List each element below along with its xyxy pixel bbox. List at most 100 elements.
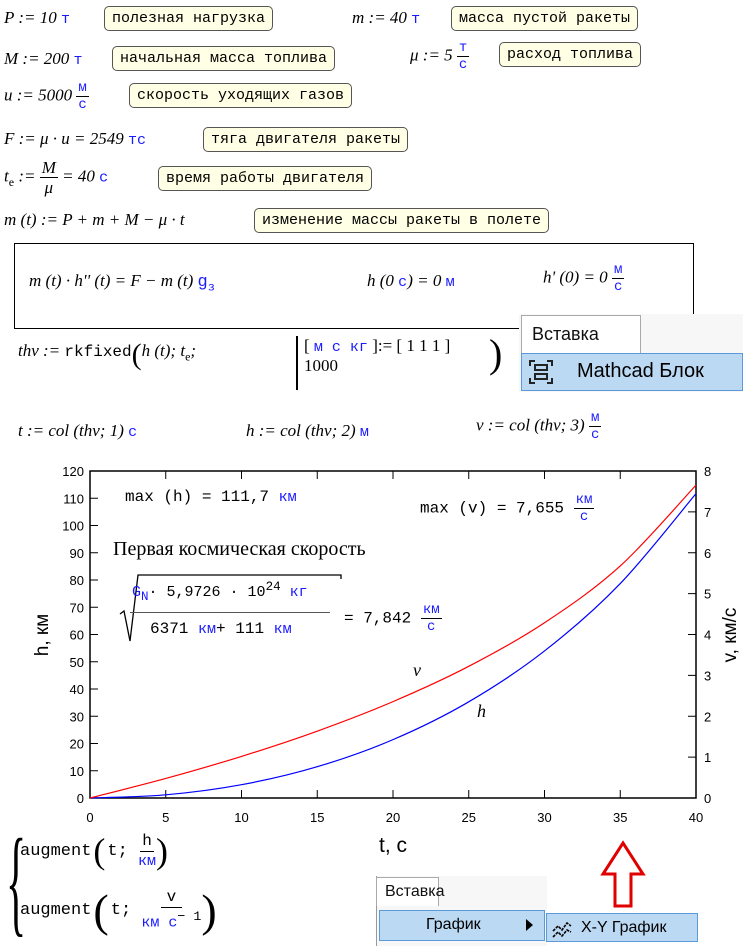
def-m[interactable]: m := 40 т — [352, 8, 420, 28]
y2-tick-label: 2 — [704, 709, 711, 724]
comment-fuel-rate[interactable]: расход топлива — [499, 42, 642, 67]
x-tick-label: 40 — [689, 810, 703, 825]
expr: ) = 0 — [407, 271, 442, 290]
def-P[interactable]: P := 10 т — [4, 8, 70, 28]
function-name: augment — [20, 841, 92, 861]
y-tick-label: 40 — [70, 682, 84, 697]
region-block-icon — [529, 360, 553, 384]
menu-tab-insert[interactable]: Вставка — [376, 877, 444, 906]
comment-thrust[interactable]: тяга двигателя ракеты — [203, 127, 409, 152]
comment-burn-time[interactable]: время работы двигателя — [158, 166, 373, 191]
y-tick-label: 10 — [70, 764, 84, 779]
unit-den: с — [590, 427, 600, 443]
unit-num: м — [588, 410, 602, 427]
comment-fuel-mass[interactable]: начальная масса топлива — [112, 46, 336, 71]
x-tick-label: 25 — [462, 810, 476, 825]
expr: F := μ · u = 2549 — [4, 129, 124, 148]
y2-tick-label: 4 — [704, 628, 711, 643]
y-tick-label: 0 — [77, 791, 84, 806]
y-tick-label: 30 — [70, 709, 84, 724]
y-tick-label: 70 — [70, 600, 84, 615]
y-axis-label: h, км — [32, 614, 53, 657]
col-t[interactable]: t := col (thv; 1) с — [18, 421, 137, 441]
sub: e — [8, 174, 15, 189]
comment-exhaust-speed[interactable]: скорость уходящих газов — [129, 83, 353, 108]
unit-den: с — [579, 509, 589, 525]
expr: h (0 — [367, 271, 394, 290]
unit-den: с — [613, 279, 623, 295]
augment-v[interactable]: augment(t; v км с− 1) — [20, 885, 217, 936]
menu-item-label: X-Y График — [581, 919, 667, 936]
expr: max (h) = 111,7 — [125, 488, 270, 506]
series-label-h: h — [477, 701, 486, 721]
max-h[interactable]: max (h) = 111,7 км — [125, 488, 297, 506]
op: := — [18, 166, 36, 186]
expr: h := col (thv; 2) — [246, 421, 356, 440]
unit-den: с — [427, 619, 436, 635]
y2-tick-label: 3 — [704, 668, 711, 683]
augment-h[interactable]: augment(t; h км) — [20, 831, 169, 871]
unit-num: т — [456, 40, 470, 57]
max-v[interactable]: max (v) = 7,655 км с — [420, 492, 595, 525]
menu-item-label: График — [426, 916, 481, 933]
sub: e — [185, 349, 191, 364]
x-tick-label: 35 — [613, 810, 627, 825]
unit-num: км — [573, 492, 595, 509]
y-tick-label: 20 — [70, 737, 84, 752]
y2-tick-label: 7 — [704, 505, 711, 520]
submenu-item-xy-graph[interactable]: X-Y График — [546, 913, 698, 942]
x-tick-label: 10 — [234, 810, 248, 825]
comment-empty-mass[interactable]: масса пустой ракеты — [451, 6, 639, 31]
chevron-right-icon — [526, 919, 533, 931]
exponent: 24 — [265, 580, 281, 594]
y2-tick-label: 8 — [704, 464, 711, 479]
x-tick-label: 5 — [162, 810, 169, 825]
orbital-speed-title[interactable]: Первая космическая скорость — [113, 538, 366, 560]
comment-payload[interactable]: полезная нагрузка — [104, 6, 274, 31]
y2-tick-label: 5 — [704, 587, 711, 602]
expr: m := 40 — [352, 8, 407, 27]
brace: { — [6, 814, 27, 947]
x-tick-label: 30 — [537, 810, 551, 825]
y-tick-label: 100 — [62, 519, 84, 534]
solver-expression[interactable]: thv := rkfixed(h (t); te; — [18, 338, 197, 371]
series-line-v — [89, 484, 697, 799]
expr: v := col (thv; 3) — [476, 415, 585, 435]
initial-condition-h[interactable]: h (0 с) = 0 м — [367, 271, 455, 291]
num: v — [160, 887, 183, 909]
x-tick-label: 0 — [86, 810, 93, 825]
def-F[interactable]: F := μ · u = 2549 тс — [4, 129, 146, 149]
xy-plot[interactable]: 0 5 10 15 20 25 30 35 40010203040506070809010011… — [0, 455, 743, 855]
menu-item-graph[interactable]: График — [379, 910, 545, 941]
units: м с кг — [313, 339, 368, 356]
up-arrow-icon — [600, 840, 646, 908]
expr: m (t) · h'' (t) = F − m (t) — [29, 271, 194, 290]
fraction-bar — [130, 612, 330, 613]
gravity-unit: gз — [197, 273, 215, 295]
series-label-v: v — [413, 660, 421, 680]
menu-tab-insert[interactable]: Вставка — [521, 315, 641, 358]
unit: км — [278, 489, 297, 506]
col-h[interactable]: h := col (thv; 2) м — [246, 421, 369, 441]
expr: thv := — [18, 341, 61, 360]
solve-block[interactable] — [14, 243, 694, 329]
unit: тс — [128, 132, 147, 149]
y-tick-label: 90 — [70, 546, 84, 561]
def-mass-function[interactable]: m (t) := P + m + M − μ · t — [4, 210, 185, 229]
ode-equation[interactable]: m (t) · h'' (t) = F − m (t) gз — [29, 271, 215, 294]
unit-den: с — [78, 97, 87, 113]
function-name: augment — [20, 901, 92, 920]
def-M[interactable]: M := 200 т — [4, 49, 83, 69]
solver-options[interactable]: [ м с кг ]:= [ 1 1 1 ] 1000 — [296, 336, 450, 390]
steps: 1000 — [304, 356, 338, 375]
unit: с — [128, 424, 138, 441]
menu-item-mathcad-block[interactable]: Mathcad Блок — [521, 353, 743, 391]
x-tick-label: 15 — [310, 810, 324, 825]
expr: h' (0) = 0 — [543, 267, 608, 287]
comment-mass-change[interactable]: изменение массы ракеты в полете — [254, 208, 550, 233]
